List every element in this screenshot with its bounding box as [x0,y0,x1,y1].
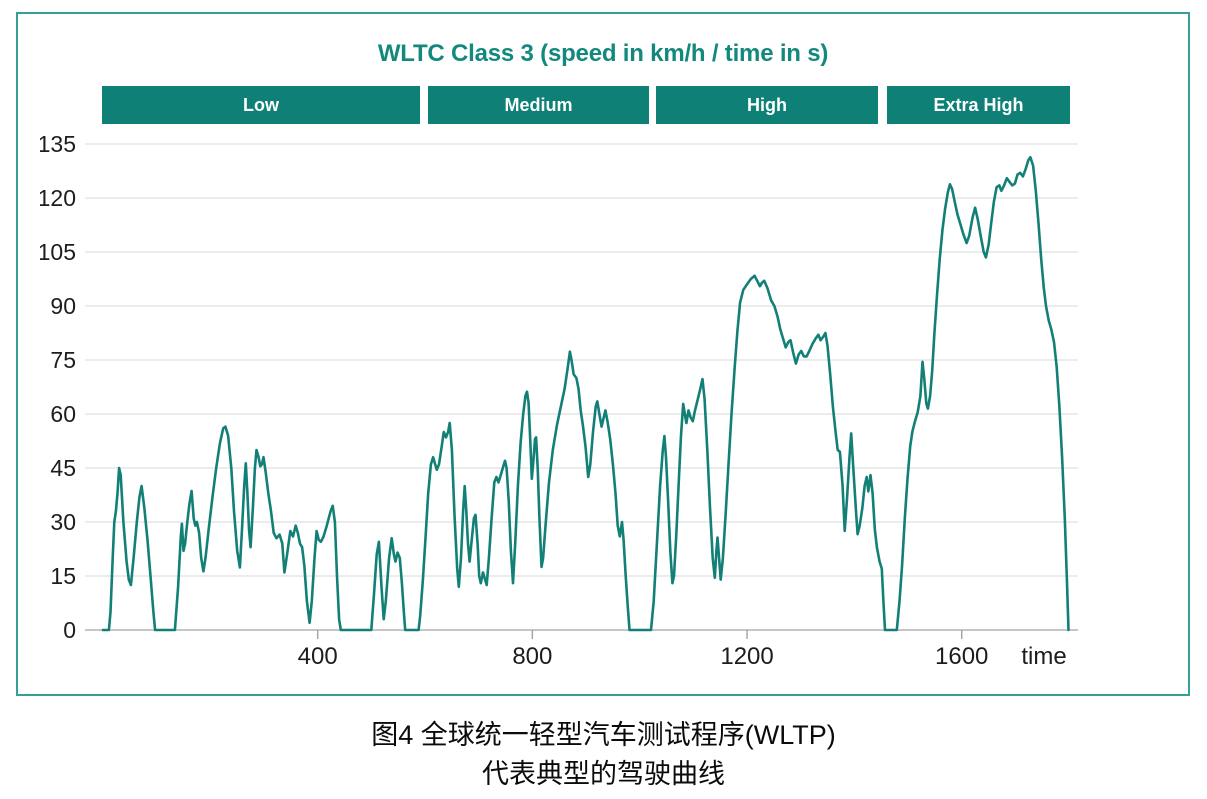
speed-curve-chart: 0 15 30 45 60 75 90 105 120 135 400 800 1200 1600 time [40,131,1078,670]
y-tick-label: 75 [50,347,76,373]
y-tick-label: 60 [50,401,76,427]
y-tick-label: 30 [50,509,76,535]
figure-caption-line-2: 代表典型的驾驶曲线 [482,759,725,789]
x-tick-label: 1200 [720,643,773,670]
x-axis-time-label: time [1021,643,1066,670]
y-tick-label: 15 [50,563,76,589]
phase-band-extra-high: Extra High [887,86,1070,124]
phase-band-label: Medium [504,94,573,115]
phase-band-label: Extra High [933,94,1024,115]
y-tick-label: 105 [40,239,76,265]
y-tick-label: 135 [40,131,76,157]
chart-title: WLTC Class 3 (speed in km/h / time in s) [377,40,829,67]
x-tick-label: 400 [298,643,338,670]
y-tick-label: 120 [40,185,76,211]
figure-caption: 图4 全球统一轻型汽车测试程序(WLTP) 代表典型的驾驶曲线 [0,716,1207,794]
wltc-speed-curve [101,155,1070,632]
x-tick-label: 1600 [935,643,988,670]
phase-band-label: High [747,94,787,115]
chart-panel: WLTC Class 3 (speed in km/h / time in s) [16,12,1190,696]
phase-band-low: Low [102,86,420,124]
y-tick-label: 45 [50,455,76,481]
phase-band-label: Low [243,94,279,115]
y-tick-label: 0 [63,617,76,643]
figure-caption-line-1: 图4 全球统一轻型汽车测试程序(WLTP) [371,720,836,750]
phase-band-high: High [656,86,878,124]
phase-band-medium: Medium [428,86,649,124]
x-tick-label: 800 [512,643,552,670]
y-tick-label: 90 [50,293,76,319]
